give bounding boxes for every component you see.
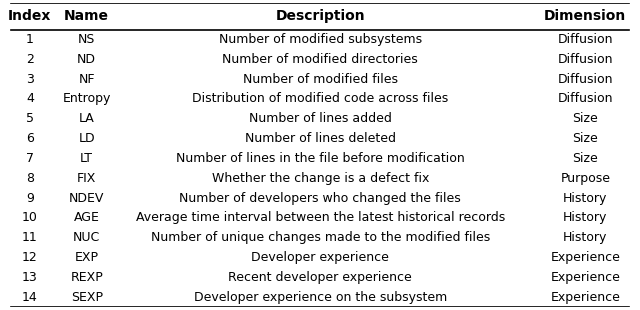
Text: Diffusion: Diffusion (557, 53, 613, 66)
Text: Diffusion: Diffusion (557, 33, 613, 46)
Text: 2: 2 (26, 53, 34, 66)
Text: 7: 7 (26, 152, 34, 165)
Text: 11: 11 (22, 231, 38, 244)
Text: Number of lines deleted: Number of lines deleted (244, 132, 396, 145)
Text: 12: 12 (22, 251, 38, 264)
Text: 1: 1 (26, 33, 34, 46)
Text: Experience: Experience (550, 291, 620, 304)
Text: 6: 6 (26, 132, 34, 145)
Text: 3: 3 (26, 73, 34, 86)
Text: Whether the change is a defect fix: Whether the change is a defect fix (211, 172, 429, 185)
Text: Experience: Experience (550, 251, 620, 264)
Text: Entropy: Entropy (63, 92, 111, 105)
Text: Diffusion: Diffusion (557, 73, 613, 86)
Text: Size: Size (572, 112, 598, 125)
Text: Diffusion: Diffusion (557, 92, 613, 105)
Text: FIX: FIX (77, 172, 97, 185)
Text: Number of developers who changed the files: Number of developers who changed the fil… (179, 192, 461, 205)
Text: Distribution of modified code across files: Distribution of modified code across fil… (192, 92, 449, 105)
Text: Number of modified directories: Number of modified directories (222, 53, 418, 66)
Text: Developer experience: Developer experience (252, 251, 389, 264)
Text: Number of modified subsystems: Number of modified subsystems (219, 33, 422, 46)
Text: Description: Description (275, 9, 365, 23)
Text: EXP: EXP (75, 251, 99, 264)
Text: LA: LA (79, 112, 95, 125)
Text: Experience: Experience (550, 271, 620, 284)
Text: SEXP: SEXP (70, 291, 102, 304)
Text: History: History (563, 231, 607, 244)
Text: NS: NS (78, 33, 95, 46)
Text: NUC: NUC (73, 231, 100, 244)
Text: Index: Index (8, 9, 52, 23)
Text: 10: 10 (22, 211, 38, 224)
Text: Number of modified files: Number of modified files (243, 73, 397, 86)
Text: 5: 5 (26, 112, 34, 125)
Text: 13: 13 (22, 271, 38, 284)
Text: History: History (563, 211, 607, 224)
Text: Name: Name (64, 9, 109, 23)
Text: Size: Size (572, 132, 598, 145)
Text: Number of lines in the file before modification: Number of lines in the file before modif… (176, 152, 465, 165)
Text: REXP: REXP (70, 271, 103, 284)
Text: ND: ND (77, 53, 96, 66)
Text: Number of lines added: Number of lines added (249, 112, 392, 125)
Text: AGE: AGE (74, 211, 100, 224)
Text: Developer experience on the subsystem: Developer experience on the subsystem (193, 291, 447, 304)
Text: 8: 8 (26, 172, 34, 185)
Text: Number of unique changes made to the modified files: Number of unique changes made to the mod… (150, 231, 490, 244)
Text: LD: LD (78, 132, 95, 145)
Text: Dimension: Dimension (544, 9, 627, 23)
Text: Average time interval between the latest historical records: Average time interval between the latest… (136, 211, 505, 224)
Text: Purpose: Purpose (560, 172, 611, 185)
Text: 4: 4 (26, 92, 34, 105)
Text: Size: Size (572, 152, 598, 165)
Text: Recent developer experience: Recent developer experience (228, 271, 412, 284)
Text: History: History (563, 192, 607, 205)
Text: 14: 14 (22, 291, 38, 304)
Text: 9: 9 (26, 192, 34, 205)
Text: NF: NF (79, 73, 95, 86)
Text: LT: LT (80, 152, 93, 165)
Text: NDEV: NDEV (69, 192, 104, 205)
